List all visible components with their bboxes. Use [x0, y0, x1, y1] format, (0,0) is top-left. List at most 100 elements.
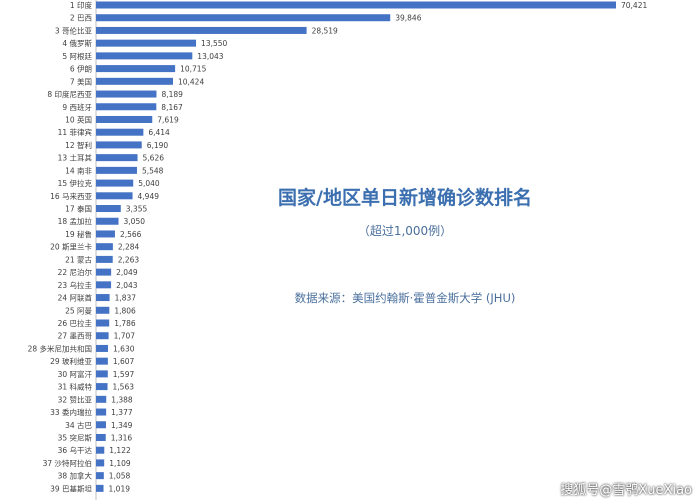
bar-value-label: 1,597 — [113, 370, 135, 379]
bar-value-label: 39,846 — [395, 14, 421, 23]
bar-value-label: 13,550 — [201, 39, 227, 48]
bar — [96, 370, 108, 378]
category-label: 25 阿曼 — [65, 306, 92, 315]
category-label: 35 突尼斯 — [58, 432, 93, 442]
category-label: 11 菲律宾 — [58, 127, 93, 137]
bar — [96, 319, 110, 327]
bar — [96, 192, 133, 200]
category-label: 21 蒙古 — [65, 254, 92, 264]
bar — [96, 77, 173, 85]
category-label: 23 乌拉圭 — [58, 280, 93, 290]
bar — [96, 332, 109, 340]
bar — [96, 154, 138, 162]
bar-value-label: 1,607 — [113, 357, 135, 366]
bar — [96, 294, 110, 302]
bar — [96, 408, 107, 416]
category-label: 28 多米尼加共和国 — [28, 343, 92, 353]
bar — [96, 39, 197, 47]
bar-value-label: 70,421 — [621, 1, 647, 10]
category-label: 12 智利 — [65, 140, 92, 150]
bar — [96, 103, 157, 111]
bar-value-label: 5,040 — [138, 179, 160, 188]
bar-value-label: 1,316 — [111, 433, 133, 442]
category-label: 20 斯里兰卡 — [50, 242, 92, 252]
bar — [96, 14, 391, 22]
bar-value-label: 1,563 — [113, 383, 135, 392]
category-label: 3 哥伦比亚 — [55, 25, 93, 35]
bar-value-label: 2,043 — [116, 281, 138, 290]
bar-value-label: 28,519 — [312, 26, 338, 35]
bar — [96, 90, 157, 98]
bar — [96, 141, 142, 149]
category-label: 18 孟加拉 — [58, 216, 93, 226]
chart-subtitle: （超过1,000例） — [357, 224, 453, 238]
bar — [96, 281, 112, 289]
category-label: 6 伊朗 — [70, 64, 92, 74]
bar — [96, 26, 307, 34]
category-label: 8 印度尼西亚 — [47, 89, 92, 99]
bar-value-label: 6,190 — [147, 141, 169, 150]
category-label: 32 赞比亚 — [58, 394, 93, 404]
category-label: 16 马来西亚 — [50, 192, 92, 201]
bar — [96, 179, 134, 187]
bar — [96, 128, 144, 136]
bar-value-label: 1,019 — [109, 484, 131, 493]
bar-value-label: 2,566 — [120, 230, 142, 239]
category-label: 7 美国 — [70, 76, 92, 86]
bar — [96, 65, 176, 73]
bar — [96, 243, 113, 251]
category-label: 29 玻利维亚 — [50, 356, 92, 366]
bar-value-label: 4,949 — [138, 192, 160, 201]
bar — [96, 306, 110, 314]
category-label: 5 阿根廷 — [62, 51, 92, 61]
bar-value-label: 1,058 — [109, 472, 131, 481]
bar — [96, 217, 119, 225]
bar-value-label: 5,548 — [142, 166, 164, 175]
category-label: 30 阿富汗 — [58, 369, 93, 379]
category-label: 26 巴拉圭 — [58, 318, 93, 328]
chart-title: 国家/地区单日新增确诊数排名 — [278, 187, 532, 209]
bar — [96, 472, 104, 480]
bar-value-label: 1,377 — [111, 408, 133, 417]
bar-value-label: 8,167 — [161, 103, 183, 112]
category-label: 9 西班牙 — [62, 102, 92, 112]
bar-value-label: 1,786 — [114, 319, 136, 328]
category-label: 24 阿联酋 — [58, 293, 93, 303]
bar — [96, 255, 113, 263]
bar-value-label: 1,707 — [114, 332, 136, 341]
bar-value-label: 1,388 — [111, 395, 133, 404]
category-label: 4 俄罗斯 — [62, 38, 92, 48]
bar — [96, 205, 121, 213]
category-label: 14 南非 — [65, 165, 92, 175]
bar — [96, 421, 106, 429]
bar — [96, 484, 104, 492]
category-label: 19 秘鲁 — [65, 229, 92, 239]
bar-value-label: 1,349 — [111, 421, 133, 430]
category-label: 36 乌干达 — [58, 445, 93, 455]
bar — [96, 1, 616, 9]
bar-value-label: 1,122 — [109, 446, 131, 455]
data-source-note: 数据来源：美国约翰斯·霍普金斯大学 (JHU) — [294, 291, 516, 305]
bar-value-label: 8,189 — [161, 90, 183, 99]
bar — [96, 166, 137, 174]
category-label: 31 科威特 — [58, 382, 93, 392]
bar-value-label: 3,050 — [124, 217, 146, 226]
bar — [96, 357, 108, 365]
bar-value-label: 1,109 — [109, 459, 131, 468]
category-label: 33 委内瑞拉 — [50, 407, 92, 417]
category-label: 37 沙特阿拉伯 — [43, 458, 92, 468]
category-label: 38 加拿大 — [58, 471, 93, 481]
bar — [96, 446, 105, 454]
bar — [96, 115, 153, 123]
bar-value-label: 1,806 — [114, 306, 136, 315]
bar-value-label: 2,263 — [118, 255, 140, 264]
category-label: 34 古巴 — [65, 420, 92, 430]
category-label: 17 泰国 — [65, 204, 92, 214]
category-label: 13 土耳其 — [58, 153, 93, 163]
bar-value-label: 5,626 — [143, 154, 165, 163]
category-label: 10 英国 — [65, 114, 92, 124]
bar-value-label: 1,837 — [115, 294, 137, 303]
category-label: 1 印度 — [70, 0, 93, 10]
bar — [96, 433, 106, 441]
